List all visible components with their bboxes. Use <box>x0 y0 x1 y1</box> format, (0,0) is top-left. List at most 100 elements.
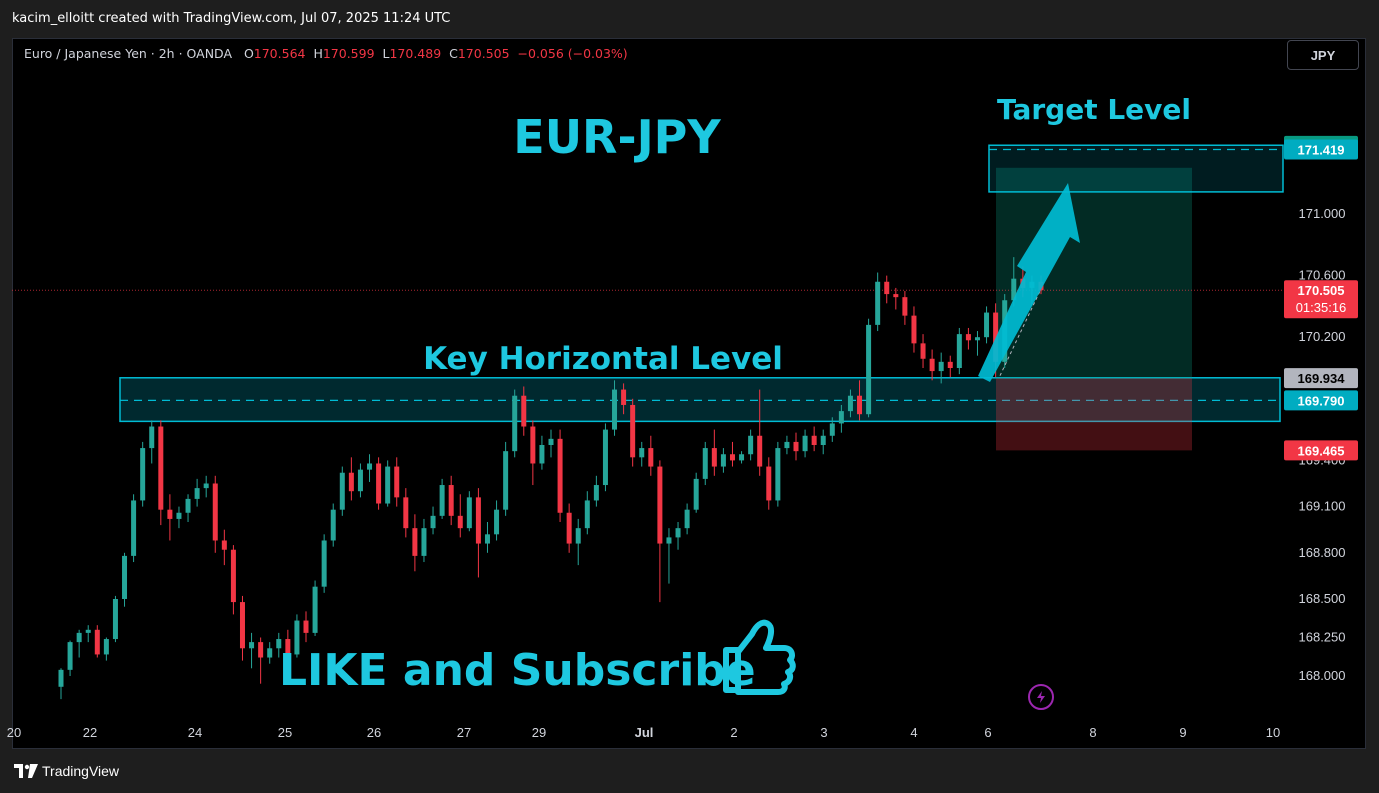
cta-label: LIKE and Subscribe <box>279 645 756 696</box>
candle <box>612 380 618 436</box>
candle <box>149 420 155 464</box>
candle-body <box>158 426 164 510</box>
candle <box>412 514 418 572</box>
candle-body <box>185 498 191 513</box>
candle-body <box>548 438 554 445</box>
candle <box>348 457 354 501</box>
lightning-alert-icon[interactable] <box>1028 684 1054 710</box>
trading-view-logo-icon <box>14 764 38 778</box>
x-tick-label: 9 <box>1179 725 1186 740</box>
x-tick-label: 20 <box>7 725 21 740</box>
candle-body <box>466 497 472 529</box>
candle-body <box>494 509 500 535</box>
candle-body <box>566 512 572 544</box>
tag-key-mid-bg <box>1284 390 1358 411</box>
candle-body <box>539 445 545 464</box>
candle <box>221 529 227 566</box>
candle-body <box>875 281 881 325</box>
candle <box>838 404 844 433</box>
x-tick-label: 10 <box>1266 725 1280 740</box>
candle <box>693 472 699 513</box>
candle-body <box>739 454 745 461</box>
candle-body <box>267 648 273 658</box>
candle-body <box>766 466 772 501</box>
candle <box>475 488 481 578</box>
candle <box>330 503 336 547</box>
candle-body <box>403 497 409 529</box>
candle <box>929 349 935 381</box>
candles-layer <box>58 257 1044 700</box>
candle-body <box>793 441 799 452</box>
tradingview-brand[interactable]: TradingView <box>14 763 119 779</box>
candle-body <box>902 297 908 316</box>
candle <box>557 429 563 522</box>
candle-body <box>684 509 690 529</box>
candle-body <box>312 586 318 633</box>
candle <box>630 398 636 467</box>
candle <box>621 383 627 415</box>
candle-body <box>884 281 890 295</box>
high-value: 170.599 <box>322 46 375 61</box>
candle-body <box>258 642 264 658</box>
candle <box>76 629 82 658</box>
y-tick-label: 170.200 <box>1299 329 1346 344</box>
candle <box>847 389 853 418</box>
candle-body <box>167 509 173 519</box>
candle <box>258 637 264 684</box>
overlays-layer: EUR-JPY Key Horizontal Level Target Level L… <box>279 93 1191 696</box>
candle-body <box>249 642 255 649</box>
high-label: H <box>313 46 323 61</box>
candle <box>294 614 300 658</box>
candle <box>267 642 273 664</box>
candle-body <box>357 469 363 492</box>
y-tick-label: 170.600 <box>1299 268 1346 283</box>
candle <box>811 426 817 452</box>
candle-body <box>993 312 999 362</box>
tag-stop: 169.465 <box>1298 443 1345 458</box>
key-level-zone <box>119 377 1281 423</box>
candle <box>67 640 73 676</box>
projection-line <box>999 290 1041 376</box>
candle <box>367 454 373 482</box>
candle <box>584 491 590 535</box>
candle-body <box>230 549 236 603</box>
candle-body <box>339 472 345 510</box>
candle-body <box>775 448 781 501</box>
candle-body <box>85 629 91 633</box>
candle <box>766 457 772 510</box>
candle-body <box>639 448 645 458</box>
loss-area <box>996 378 1192 451</box>
bottom-bar <box>0 749 1379 793</box>
x-tick-label: 25 <box>278 725 292 740</box>
candle <box>893 287 899 310</box>
candle <box>339 466 345 516</box>
x-tick-label: 6 <box>984 725 991 740</box>
candle-body <box>76 632 82 643</box>
candle-body <box>829 423 835 436</box>
y-tick-label: 171.000 <box>1299 206 1346 221</box>
y-tick-label: 168.500 <box>1299 591 1346 606</box>
currency-button[interactable]: JPY <box>1287 40 1359 70</box>
target-zone <box>988 144 1284 193</box>
candle-body <box>103 639 109 655</box>
candle-body <box>702 448 708 479</box>
candle-body <box>847 395 853 412</box>
candle <box>602 423 608 492</box>
tag-key-mid: 169.790 <box>1298 393 1345 408</box>
zones-layer <box>12 144 1284 451</box>
candle-body <box>303 620 309 633</box>
candle-body <box>929 358 935 372</box>
y-tick-label: 168.800 <box>1299 545 1346 560</box>
candle-body <box>131 500 137 556</box>
candle <box>684 503 690 535</box>
candle-body <box>857 395 863 415</box>
candle <box>494 500 500 541</box>
candle-body <box>748 435 754 455</box>
candle-body <box>285 639 291 655</box>
candle-body <box>947 361 953 368</box>
chart-pane[interactable] <box>12 38 1366 749</box>
candle <box>829 417 835 442</box>
candle-body <box>385 466 391 504</box>
candle <box>984 306 990 344</box>
